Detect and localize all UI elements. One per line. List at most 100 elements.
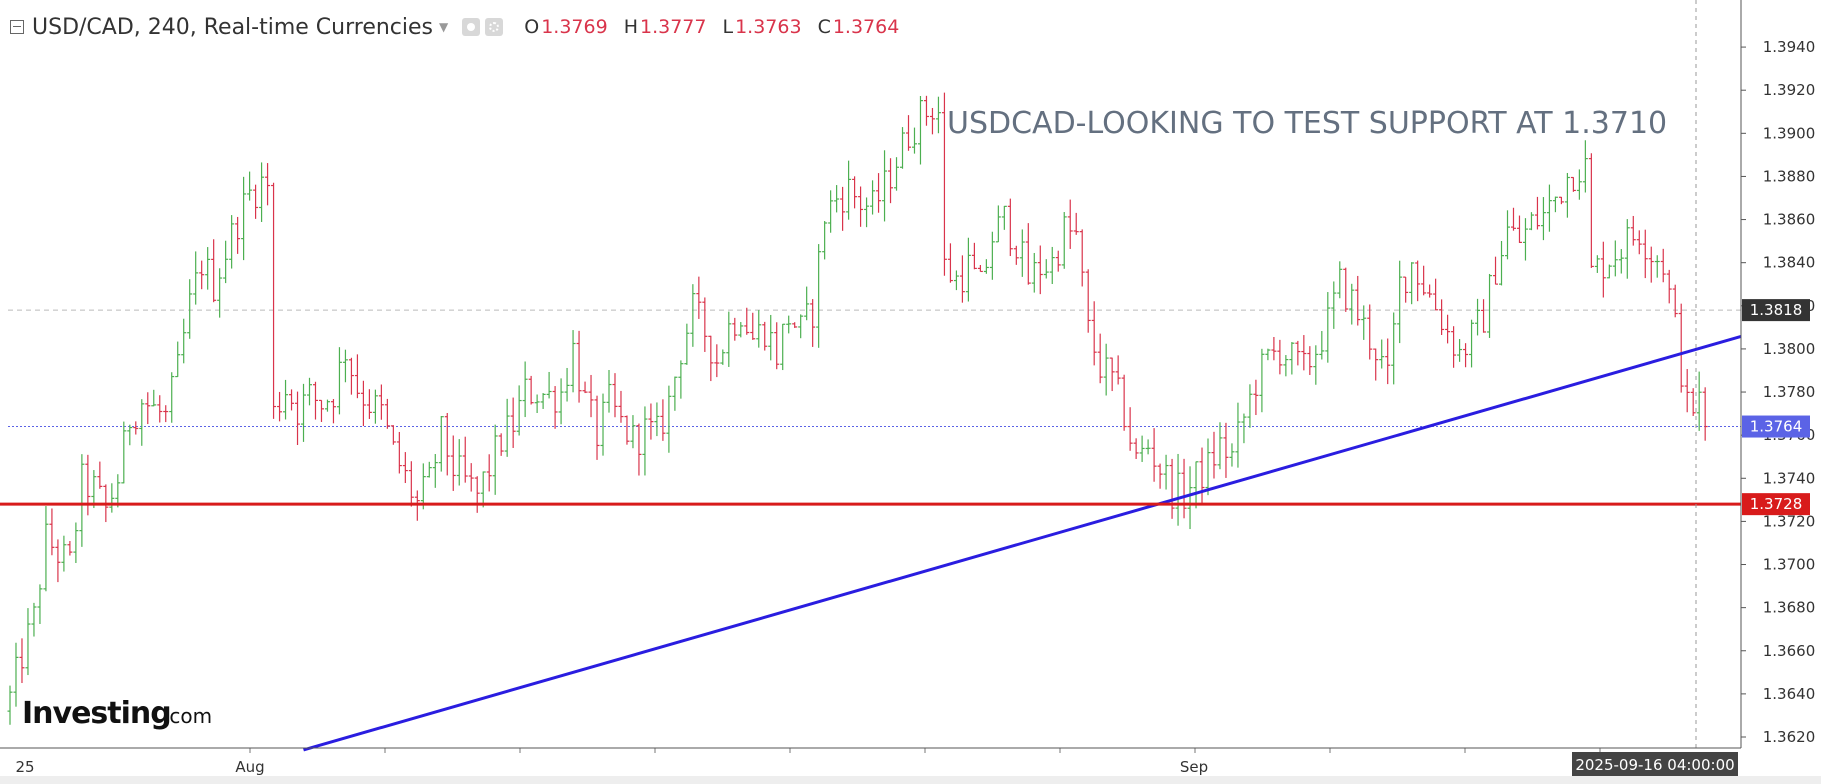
y-tick-label: 1.3800 [1763,340,1816,358]
ohlc-bar [1552,196,1558,213]
ohlc-bar [660,399,666,441]
ohlc-bar [109,483,115,513]
ohlc-bar [1457,339,1463,362]
ohlc-bar [1415,260,1421,302]
ohlc-bar [504,398,510,457]
price-label-text: 1.3728 [1750,495,1803,513]
ohlc-bar [157,395,163,423]
ohlc-bar [804,286,810,321]
ohlc-bar [941,92,947,276]
ohlc-bar [462,436,468,483]
x-axis[interactable]: 25 Aug Sep [15,758,1208,776]
trendline[interactable] [303,335,1742,752]
y-tick-label: 1.3860 [1763,211,1816,229]
bottom-scrollbar[interactable] [0,776,1821,784]
ohlc-bar [312,381,318,420]
ohlc-bar [929,107,935,135]
ohlc-bar [690,284,696,347]
x-tick-label: Sep [1180,758,1208,776]
ohlc-bar [1049,246,1055,285]
ohlc-bar [594,395,600,460]
ohlc-bar [714,344,720,378]
ohlc-bar [1271,337,1277,361]
ohlc-bar [61,535,67,572]
ohlc-bar [864,197,870,228]
ohlc-bar [265,163,271,206]
ohlc-bar [953,270,959,291]
ohlc-bar [780,323,786,371]
ohlc-bar [1678,303,1684,393]
price-label: 1.3764 [1742,415,1810,438]
investing-logo: Investing .com [22,696,212,731]
ohlc-bar [522,361,528,418]
ohlc-bar [31,602,37,637]
y-tick-label: 1.3900 [1763,124,1816,142]
ohlc-bar [1397,260,1403,344]
ohlc-bar [324,399,330,412]
ohlc-bar [1157,463,1163,489]
ohlc-bar [1055,250,1061,272]
ohlc-bar [959,255,965,303]
ohlc-bar [582,381,588,394]
ohlc-bar [666,385,672,453]
ohlc-bar [684,323,690,365]
ohlc-bar [1510,207,1516,231]
ohlc-bar [205,247,211,290]
ohlc-bar [1169,458,1175,519]
svg-text:Investing: Investing [22,696,171,731]
ohlc-bar [181,318,187,364]
ohlc-bar [283,379,289,420]
ohlc-bar [1025,223,1031,285]
ohlc-bar [1481,299,1487,333]
ohlc-bar [175,341,181,378]
ohlc-bar [1445,314,1451,344]
ohlc-bar [1001,205,1007,230]
symbol-title[interactable]: USD/CAD, 240, Real-time Currencies [32,14,434,40]
ohlc-bar [1666,269,1672,304]
ohlc-bar [900,127,906,169]
ohlc-bar [1558,196,1564,205]
ohlc-bar [600,393,606,456]
ohlc-bar [768,314,774,361]
ohlc-bars [7,92,1708,725]
ohlc-bar [1211,431,1217,479]
ohlc-bar [7,685,13,725]
ohlc-bar [923,95,929,126]
ohlc-bar [1109,357,1115,392]
ohlc-bar [708,335,714,382]
ohlc-bar [1391,312,1397,385]
ohlc-bar [1145,439,1151,455]
ohlc-bar [576,330,582,403]
ohlc-bar [1349,283,1355,325]
ohlc-bar [1253,379,1259,416]
ohlc-bar [1540,197,1546,241]
ohlc-bar [366,389,372,419]
collapse-icon[interactable] [10,20,24,34]
ohlc-bar [792,322,798,328]
ohlc-bar [870,180,876,215]
ohlc-bar [1636,230,1642,255]
ohlc-bar [546,371,552,399]
ohlc-bar [983,259,989,274]
ohlc-bar [1037,245,1043,295]
ohlc-bar [1031,252,1037,293]
ohlc-bar [1654,255,1660,278]
crosshair-time-label: 2025-09-16 04:00:00 [1572,752,1738,776]
ohlc-bar [1522,218,1528,261]
ohlc-bar [342,349,348,383]
ohlc-bar [798,314,804,339]
y-tick-label: 1.3940 [1763,38,1816,56]
ohlc-bar [636,423,642,476]
eye-icon[interactable] [462,18,481,36]
gear-icon[interactable] [485,18,504,36]
ohlc-bar [1516,215,1522,243]
ohlc-bar [816,244,822,348]
ohlc-bar [756,310,762,348]
ohlc-bar [834,185,840,213]
chevron-down-icon[interactable]: ▼ [439,20,449,34]
ohlc-bar [307,377,312,406]
ohlc-bar [1133,438,1139,459]
chart-annotation-title: USDCAD-LOOKING TO TEST SUPPORT AT 1.3710 [947,106,1667,141]
ohlc-bar [1564,172,1570,218]
